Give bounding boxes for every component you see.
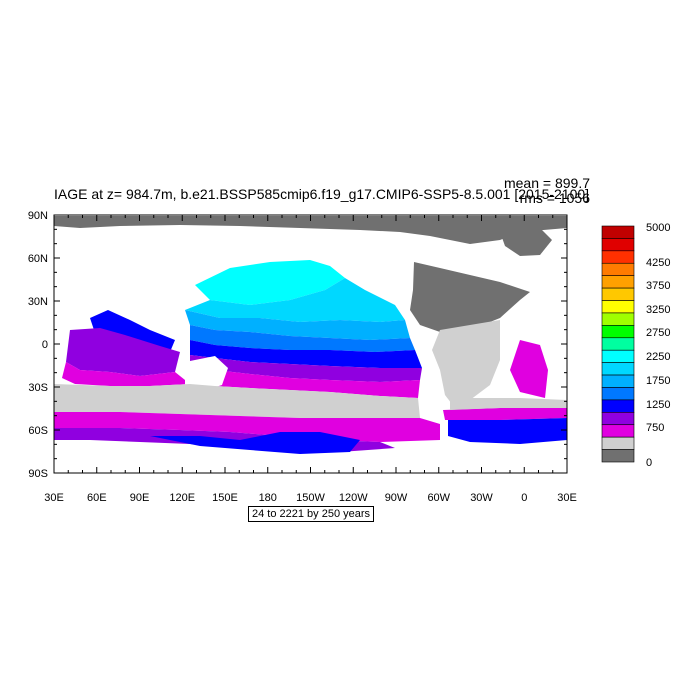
colorbar-swatch [601, 312, 635, 326]
colorbar-swatch [601, 325, 635, 339]
colorbar-swatch [601, 424, 635, 438]
north-pacific-2000 [185, 278, 405, 322]
colorbar-swatch [601, 275, 635, 289]
colorbar-swatch [601, 238, 635, 252]
greenland-land [500, 228, 552, 256]
colorbar-swatch [601, 300, 635, 314]
contour-caption: 24 to 2221 by 250 years [248, 506, 375, 522]
lat-tick-label: 0 [42, 339, 48, 351]
lon-tick-label: 30W [470, 492, 493, 504]
pacific-1000 [190, 355, 422, 382]
colorbar: 5000 4250 3750 3250 2750 2250 1750 1250 750 0 [601, 222, 670, 469]
colorbar-label: 4250 [646, 257, 670, 269]
lon-tick-label: 60E [87, 492, 107, 504]
pacific-750 [190, 368, 420, 398]
lat-tick-label: 30S [28, 382, 48, 394]
southern-750 [54, 412, 440, 442]
southern-1250 [150, 432, 360, 454]
colorbar-swatch [601, 262, 635, 276]
colorbar-swatch [601, 349, 635, 363]
lon-tick-label: 150E [212, 492, 238, 504]
colorbar-label: 0 [646, 457, 652, 469]
pacific-1250 [190, 340, 422, 368]
south-america-missing [432, 320, 500, 408]
colorbar-label: 1750 [646, 375, 670, 387]
north-america-land [410, 262, 530, 332]
lat-tick-label: 90S [28, 468, 48, 480]
colorbar-swatch [601, 250, 635, 264]
australia-land [185, 356, 228, 392]
lat-tick-label: 30N [28, 296, 48, 308]
lon-tick-label: 180 [259, 492, 277, 504]
colorbar-swatch [601, 287, 635, 301]
atlantic-750 [443, 408, 567, 420]
atlantic-750-north [510, 340, 548, 398]
colorbar-label: 3750 [646, 280, 670, 292]
colorbar-swatch [601, 387, 635, 401]
colorbar-swatch [601, 436, 635, 450]
colorbar-swatch [601, 362, 635, 376]
colorbar-label: 2750 [646, 327, 670, 339]
indian-750 [62, 362, 190, 386]
colorbar-swatch [601, 449, 635, 463]
colorbar-swatch [601, 374, 635, 388]
colorbar-label: 1250 [646, 399, 670, 411]
colorbar-label: 5000 [646, 222, 670, 234]
colorbar-swatch [601, 399, 635, 413]
colorbar-label: 3250 [646, 304, 670, 316]
lon-tick-label: 0 [521, 492, 527, 504]
colorbar-swatch [601, 412, 635, 426]
mean-stat: mean = 899.7 [503, 175, 590, 191]
lon-tick-label: 60W [427, 492, 450, 504]
lat-tick-label: 60S [28, 425, 48, 437]
map-panel [54, 215, 567, 473]
longitude-axis: 30E 60E 90E 120E 150E 180 150W 120W 90W 60W 30W 0 30… [44, 215, 577, 504]
antarctic-north-land [54, 216, 567, 244]
lon-tick-label: 30E [44, 492, 64, 504]
atlantic-missing [450, 398, 567, 410]
lon-tick-label: 30E [557, 492, 577, 504]
lon-tick-label: 90E [130, 492, 150, 504]
lon-tick-label: 150W [296, 492, 325, 504]
plot-title: IAGE at z= 984.7m, b.e21.BSSP585cmip6.f1… [54, 186, 590, 202]
lon-tick-label: 90W [385, 492, 408, 504]
north-pacific-2250 [195, 260, 345, 305]
indian-1000 [66, 328, 180, 376]
lon-tick-label: 120E [169, 492, 195, 504]
colorbar-swatch [601, 337, 635, 351]
colorbar-swatch [601, 225, 635, 239]
lat-tick-label: 90N [28, 210, 48, 222]
southern-missing [54, 384, 420, 418]
pacific-1750 [185, 310, 410, 340]
lon-tick-label: 120W [339, 492, 368, 504]
colorbar-label: 750 [646, 422, 664, 434]
lat-tick-label: 60N [28, 253, 48, 265]
pacific-1500 [190, 325, 415, 352]
latitude-axis: 90N 60N 30N 0 30S 60S 90S [28, 210, 567, 480]
colorbar-label: 2250 [646, 351, 670, 363]
atlantic-1250 [448, 418, 567, 444]
rms-stat: rms = 1056 [519, 190, 590, 206]
